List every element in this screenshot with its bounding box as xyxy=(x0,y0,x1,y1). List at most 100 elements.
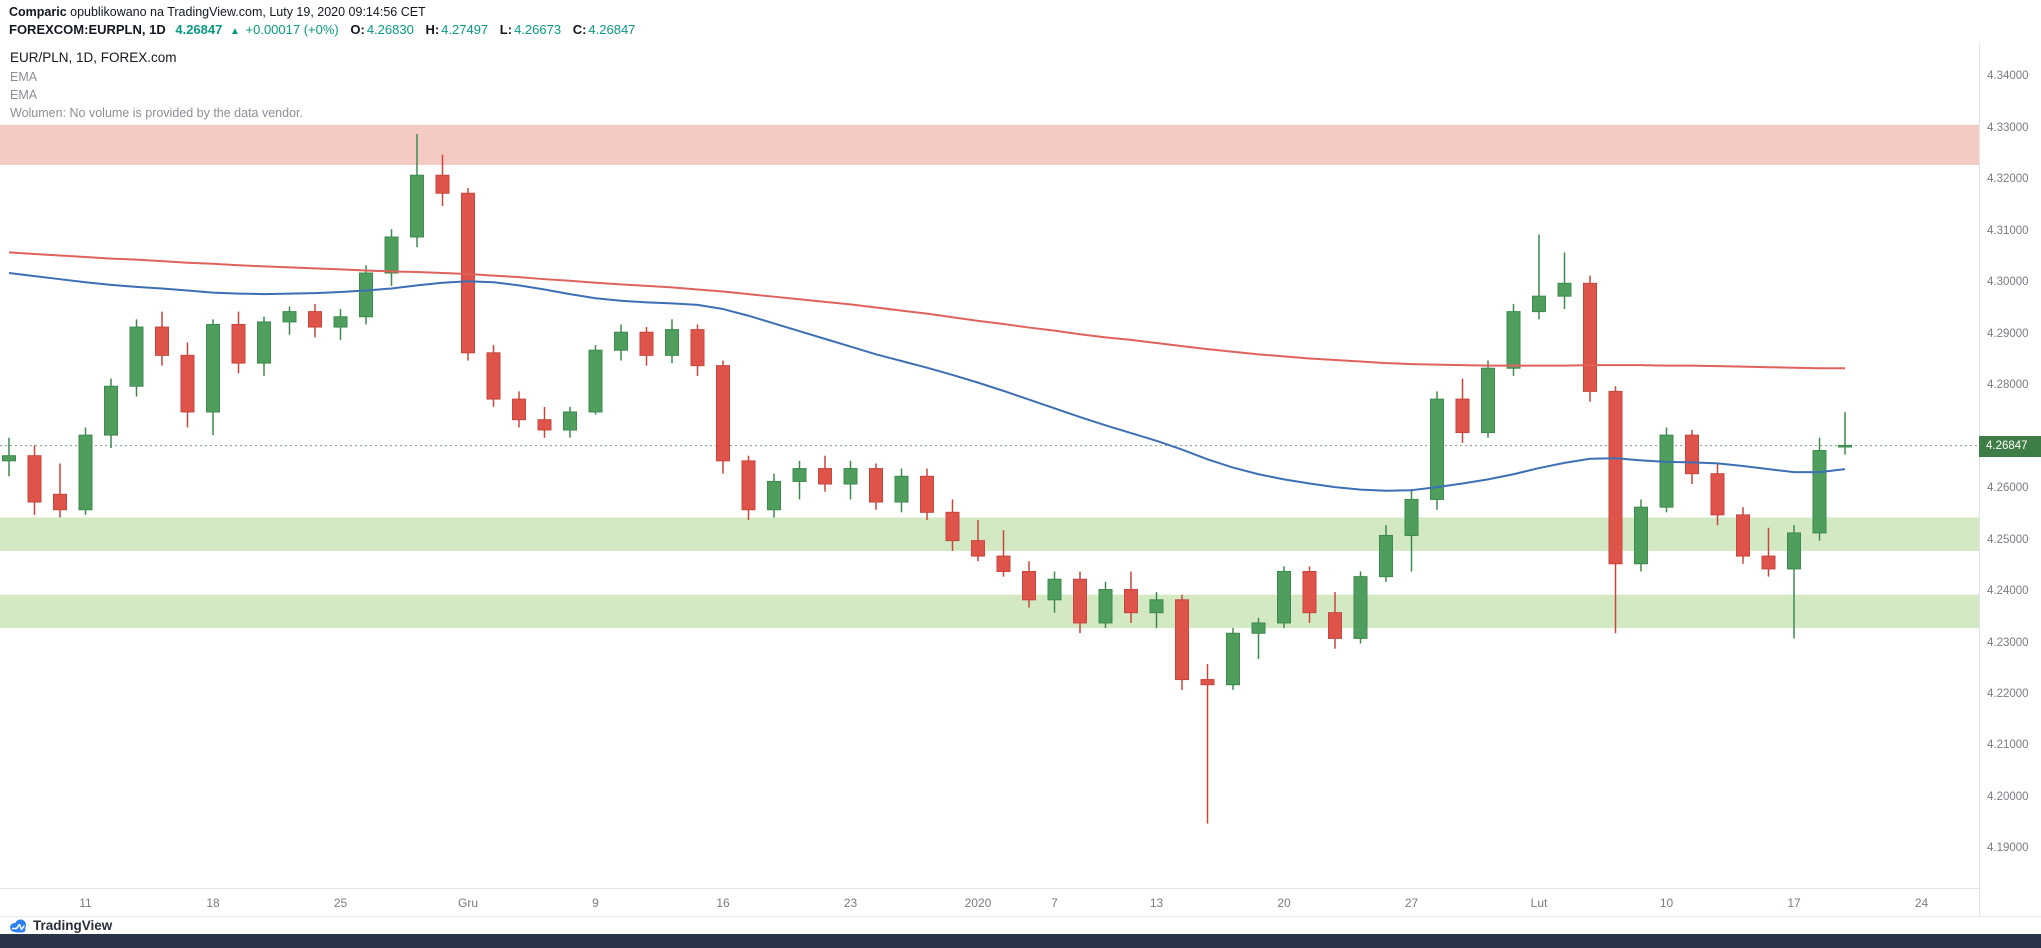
candlestick-chart[interactable] xyxy=(0,0,2041,916)
candle[interactable] xyxy=(180,342,195,428)
candle[interactable] xyxy=(1200,664,1215,824)
price-axis[interactable]: 4.34000 4.33000 4.32000 4.31000 4.30000 4.290… xyxy=(1979,44,2041,916)
candle[interactable] xyxy=(333,309,348,340)
candle[interactable] xyxy=(1226,628,1240,690)
candle[interactable] xyxy=(27,445,42,515)
candle[interactable] xyxy=(1838,411,1852,455)
time-label[interactable]: 11 xyxy=(79,896,92,910)
time-label[interactable]: 10 xyxy=(1659,896,1674,910)
time-axis[interactable]: 11 18 25 Gru 9 16 23 2020 7 13 20 27 Lut 10 17 24 xyxy=(0,888,1979,917)
candle[interactable] xyxy=(741,455,756,521)
candle[interactable] xyxy=(1379,525,1393,582)
candle[interactable] xyxy=(690,324,705,376)
time-label[interactable]: 20 xyxy=(1277,896,1291,910)
candle[interactable] xyxy=(104,378,118,448)
candle[interactable] xyxy=(231,311,246,374)
candle[interactable] xyxy=(1124,571,1138,623)
candle[interactable] xyxy=(792,460,807,500)
candle[interactable] xyxy=(537,406,552,438)
candle[interactable] xyxy=(1812,437,1827,541)
candle[interactable] xyxy=(206,319,220,436)
time-label[interactable]: Gru xyxy=(457,896,478,910)
time-label[interactable]: 23 xyxy=(843,896,858,910)
candle[interactable] xyxy=(155,311,169,366)
legend-volume-row[interactable]: Wolumen: No volume is provided by the da… xyxy=(10,106,303,120)
time-label[interactable]: 25 xyxy=(333,896,348,910)
candle[interactable] xyxy=(282,306,297,335)
candle[interactable] xyxy=(1455,378,1470,443)
candle[interactable] xyxy=(894,468,909,513)
candle[interactable] xyxy=(1710,463,1725,526)
time-label[interactable]: 24 xyxy=(1914,896,1929,910)
candle[interactable] xyxy=(257,316,271,376)
candle[interactable] xyxy=(1481,360,1495,438)
candle[interactable] xyxy=(1557,252,1572,310)
price-tick: 4.20000 xyxy=(1987,790,2029,803)
time-label[interactable]: 9 xyxy=(592,896,599,910)
candle[interactable] xyxy=(945,499,960,551)
candle[interactable] xyxy=(1532,234,1546,320)
candle[interactable] xyxy=(920,468,934,521)
time-label[interactable]: 17 xyxy=(1787,896,1801,910)
candle[interactable] xyxy=(78,427,93,515)
candle[interactable] xyxy=(435,154,450,207)
candle[interactable] xyxy=(1175,594,1189,690)
candle[interactable] xyxy=(410,134,424,248)
candle[interactable] xyxy=(1047,571,1062,613)
time-label[interactable]: 18 xyxy=(206,896,220,910)
candle[interactable] xyxy=(1073,571,1087,634)
candle[interactable] xyxy=(1404,489,1419,572)
candle[interactable] xyxy=(1302,566,1317,623)
publisher-line: Comparic opublikowano na TradingView.com… xyxy=(0,0,2041,19)
candle[interactable] xyxy=(843,460,858,500)
time-label[interactable]: 16 xyxy=(716,896,730,910)
candle[interactable] xyxy=(308,303,322,338)
candle[interactable] xyxy=(665,319,679,364)
price-tick: 4.26000 xyxy=(1987,482,2029,495)
time-label[interactable]: 27 xyxy=(1404,896,1419,910)
price-badge: 4.26847 xyxy=(1979,435,2041,457)
candle[interactable] xyxy=(1022,561,1036,608)
time-label[interactable]: 7 xyxy=(1051,896,1058,910)
candle[interactable] xyxy=(1761,527,1776,577)
candle[interactable] xyxy=(1277,566,1291,629)
candle[interactable] xyxy=(614,324,628,361)
candle[interactable] xyxy=(1736,507,1750,564)
candle[interactable] xyxy=(1353,571,1368,644)
legend-ema1-row[interactable]: EMA xyxy=(10,70,38,84)
candle[interactable] xyxy=(1098,581,1113,629)
candle[interactable] xyxy=(1634,499,1648,572)
candle[interactable] xyxy=(996,530,1011,577)
time-label[interactable]: Lut xyxy=(1530,896,1548,910)
tradingview-brand-link[interactable]: TradingView xyxy=(33,918,113,933)
candle[interactable] xyxy=(1251,617,1266,659)
candle[interactable] xyxy=(53,463,67,518)
candle[interactable] xyxy=(384,229,399,286)
legend-symbol-row[interactable]: EUR/PLN, 1D, FOREX.com xyxy=(10,50,177,65)
candle[interactable] xyxy=(639,327,654,366)
candle[interactable] xyxy=(971,520,985,562)
candle[interactable] xyxy=(1608,386,1623,634)
candle[interactable] xyxy=(1583,275,1597,402)
candle[interactable] xyxy=(359,265,373,325)
time-label[interactable]: 2020 xyxy=(964,896,992,910)
candle[interactable] xyxy=(716,360,730,474)
candle[interactable] xyxy=(563,406,577,438)
candle[interactable] xyxy=(1430,391,1444,510)
candle[interactable] xyxy=(869,463,883,510)
candle[interactable] xyxy=(1685,429,1699,485)
candle[interactable] xyxy=(818,455,832,492)
candle[interactable] xyxy=(1787,525,1801,639)
candle[interactable] xyxy=(767,473,781,518)
candle[interactable] xyxy=(1506,303,1521,376)
legend-ema2-row[interactable]: EMA xyxy=(10,88,38,102)
candle[interactable] xyxy=(2,437,16,477)
time-label[interactable]: 13 xyxy=(1149,896,1164,910)
candle[interactable] xyxy=(486,345,501,407)
candle[interactable] xyxy=(129,319,144,397)
candle[interactable] xyxy=(512,391,526,428)
candle[interactable] xyxy=(1659,427,1674,513)
candle[interactable] xyxy=(588,345,603,415)
candle[interactable] xyxy=(1328,592,1342,649)
candle[interactable] xyxy=(1149,592,1164,629)
